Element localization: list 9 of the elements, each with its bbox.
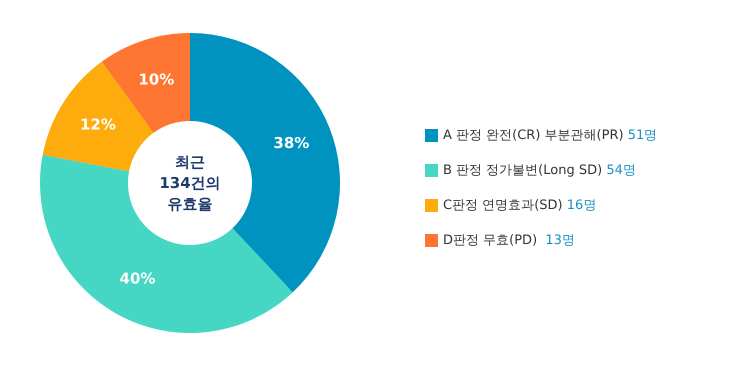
data-label: 38% bbox=[273, 134, 310, 152]
legend-label: B 판정 정가불변(Long SD) 54명 bbox=[443, 163, 636, 178]
data-label: 12% bbox=[80, 116, 116, 134]
legend-label: D판정 무효(PD) 13명 bbox=[443, 233, 575, 248]
legend-label: A 판정 완전(CR) 부분관해(PR) 51명 bbox=[443, 128, 658, 143]
legend-label: C판정 연명효과(SD) 16명 bbox=[443, 198, 596, 213]
data-label: 40% bbox=[120, 270, 156, 288]
data-label: 10% bbox=[138, 70, 174, 88]
text: 최근 134건의 유효율 bbox=[159, 153, 221, 213]
